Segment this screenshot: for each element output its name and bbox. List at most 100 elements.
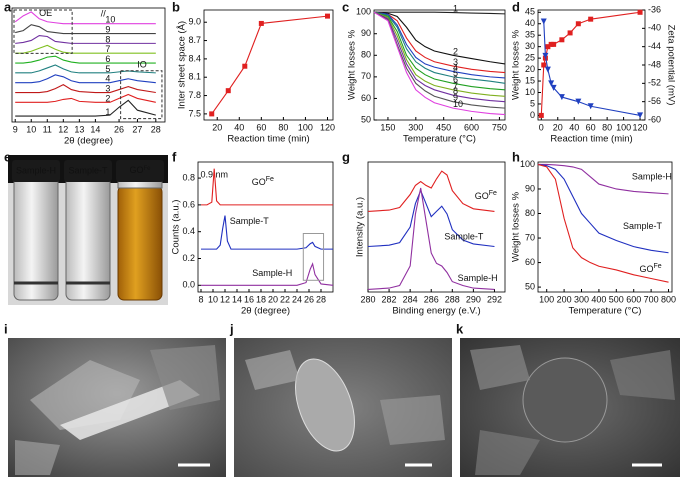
- series-label: 7: [453, 81, 458, 91]
- series-line: [373, 11, 506, 74]
- y-tick-label: 7.8: [188, 90, 201, 100]
- series-label: Sample-T: [444, 232, 484, 242]
- series-line: [537, 163, 669, 283]
- series-line: [367, 189, 495, 248]
- series-label-text: 1: [453, 4, 458, 14]
- marker: [575, 98, 582, 105]
- photo: [8, 155, 168, 305]
- series-line: [540, 11, 641, 116]
- panel-label: j: [229, 321, 234, 336]
- series-line: [15, 34, 156, 44]
- plot-frame: [197, 161, 334, 293]
- y-tick-label: 5: [530, 98, 535, 108]
- x-tick-label: 22: [280, 294, 290, 304]
- marker: [324, 13, 330, 19]
- series-label-text: GO: [475, 191, 489, 201]
- y-tick-label: 90: [361, 28, 371, 38]
- marker: [540, 18, 547, 25]
- y-tick-label: 45: [525, 7, 535, 17]
- series-label: 5: [105, 64, 110, 74]
- series-label: 6: [105, 54, 110, 64]
- y-tick-label: 20: [525, 64, 535, 74]
- series-label-text: 2: [453, 47, 458, 57]
- series-label-sup: Fe: [266, 176, 274, 183]
- series-label: 6: [453, 75, 458, 85]
- x-tick-label: 27: [132, 124, 142, 134]
- x-tick-label: 750: [492, 122, 507, 132]
- y2-tick-label: -40: [648, 23, 661, 33]
- series-line: [201, 215, 333, 250]
- y-axis-label: Counts (a.u.): [171, 200, 182, 255]
- series-label: Sample-H: [632, 172, 672, 182]
- series-label-text: 1: [105, 107, 110, 117]
- series-label-text: GO: [639, 264, 653, 274]
- photo-label: GOFe: [129, 165, 151, 175]
- marker: [558, 94, 565, 101]
- panel-label: b: [172, 0, 180, 14]
- x-axis-label: Reaction time (min): [550, 134, 632, 145]
- y-tick-label: 15: [525, 75, 535, 85]
- series-label: 8: [453, 87, 458, 97]
- y2-tick-label: -36: [648, 4, 661, 14]
- panel-label: c: [342, 0, 349, 14]
- annotation: IO: [137, 59, 147, 69]
- series-line: [15, 74, 156, 84]
- marker: [637, 9, 643, 15]
- photo-label-sup: Fe: [144, 166, 152, 172]
- x-tick-label: 24: [292, 294, 302, 304]
- series-line: [373, 11, 506, 97]
- x-tick-label: 300: [574, 294, 589, 304]
- photo-label: Sample-H: [16, 165, 56, 175]
- series-line: [15, 55, 156, 64]
- y-axis-label: Weight losses %: [511, 191, 522, 262]
- y-axis-label: Weight losses %: [511, 29, 522, 100]
- series-label-text: Sample-T: [623, 221, 663, 231]
- series-label: GOFe: [252, 176, 274, 188]
- y-tick-label: 70: [361, 71, 371, 81]
- x-tick-label: 150: [380, 122, 395, 132]
- series-line: [14, 11, 156, 25]
- series-label-text: 9: [105, 25, 110, 35]
- y2-tick-label: -56: [648, 96, 661, 106]
- x-tick-label: 60: [256, 122, 266, 132]
- y2-tick-label: -48: [648, 59, 661, 69]
- series-line: [373, 11, 506, 65]
- y-tick-label: 40: [525, 18, 535, 28]
- series-line: [373, 11, 506, 84]
- series-line: [373, 11, 506, 79]
- series-label: 2: [105, 94, 110, 104]
- series-label: 3: [105, 84, 110, 94]
- y-tick-label: 60: [525, 257, 535, 267]
- series-label-text: Sample-H: [458, 273, 498, 283]
- x-axis-label: Temperature (°C): [569, 306, 642, 317]
- marker: [567, 30, 573, 36]
- x-tick-label: 14: [90, 124, 100, 134]
- x-tick-label: 11: [43, 124, 52, 134]
- y-tick-label: 8.1: [188, 72, 201, 82]
- series-label-text: Sample-H: [252, 268, 292, 278]
- y2-tick-label: -52: [648, 78, 661, 88]
- sem-image: [234, 338, 452, 477]
- x-tick-label: 80: [278, 122, 288, 132]
- marker: [538, 112, 544, 118]
- series-line: [15, 64, 156, 74]
- series-line: [367, 187, 495, 290]
- x-tick-label: 288: [445, 294, 460, 304]
- x-tick-label: 12: [58, 124, 68, 134]
- marker: [242, 63, 248, 69]
- x-tick-label: 20: [212, 122, 222, 132]
- series-label: 9: [453, 93, 458, 103]
- x-tick-label: 282: [382, 294, 397, 304]
- panel-label: a: [4, 0, 12, 14]
- series-label: Sample-T: [230, 216, 270, 226]
- x-tick-label: 10: [26, 124, 36, 134]
- marker: [545, 44, 551, 50]
- annotation: OE: [39, 8, 52, 18]
- x-tick-label: 14: [232, 294, 242, 304]
- series-label-text: GO: [252, 177, 266, 187]
- x-axis-label: 2θ (degree): [241, 306, 290, 317]
- x-tick-label: 800: [661, 294, 676, 304]
- y-tick-label: 60: [361, 93, 371, 103]
- x-axis-label: Temperature (°C): [403, 134, 476, 145]
